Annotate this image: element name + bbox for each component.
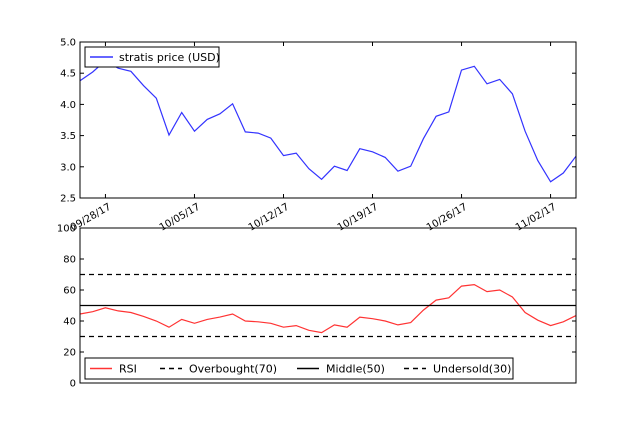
price-legend-box [84,46,220,68]
price-y-tick-label: 2.5 [60,194,76,205]
rsi-y-tick-label: 40 [63,317,76,328]
price-y-tick-label: 3.0 [60,162,76,173]
rsi-legend: RSI Overbought(70) Middle(50) Undersold(30) [84,357,514,380]
price-plot-frame [79,41,577,199]
price-x-tick-label: 11/02/17 [514,202,558,234]
price-x-tick-label: 10/26/17 [425,202,469,234]
price-legend-label: stratis price (USD) [119,51,220,64]
rsi-plot-frame [79,227,577,384]
rsi-y-tick-label: 100 [57,224,76,235]
price-legend: stratis price (USD) [84,46,220,68]
price-x-tick-label: 10/05/17 [158,202,202,234]
rsi-legend-label: Overbought(70) [189,363,277,376]
rsi-y-tick-label: 20 [63,348,76,359]
rsi-series-line [79,283,577,334]
price-y-tick-label: 4.0 [60,100,76,111]
price-series-line [79,59,577,183]
price-chart-panel: 2.53.03.54.04.55.009/28/17 10/05/17 10/12/… [60,38,577,234]
price-x-tick-label: 10/12/17 [247,202,291,234]
price-y-tick-label: 3.5 [60,131,76,142]
rsi-legend-label: RSI [119,363,137,376]
rsi-y-tick-label: 0 [70,379,76,390]
rsi-chart-panel: 0 20 40 60 80 100 RSI Overbought(70) Middle(50) U… [57,224,577,390]
price-y-tick-label: 5.0 [60,38,76,49]
price-x-tick-label: 10/19/17 [336,202,380,234]
rsi-legend-label: Undersold(30) [433,363,511,376]
rsi-legend-label: Middle(50) [326,363,385,376]
rsi-y-tick-label: 60 [63,286,76,297]
rsi-y-tick-label: 80 [63,255,76,266]
price-y-tick-label: 4.5 [60,69,76,80]
